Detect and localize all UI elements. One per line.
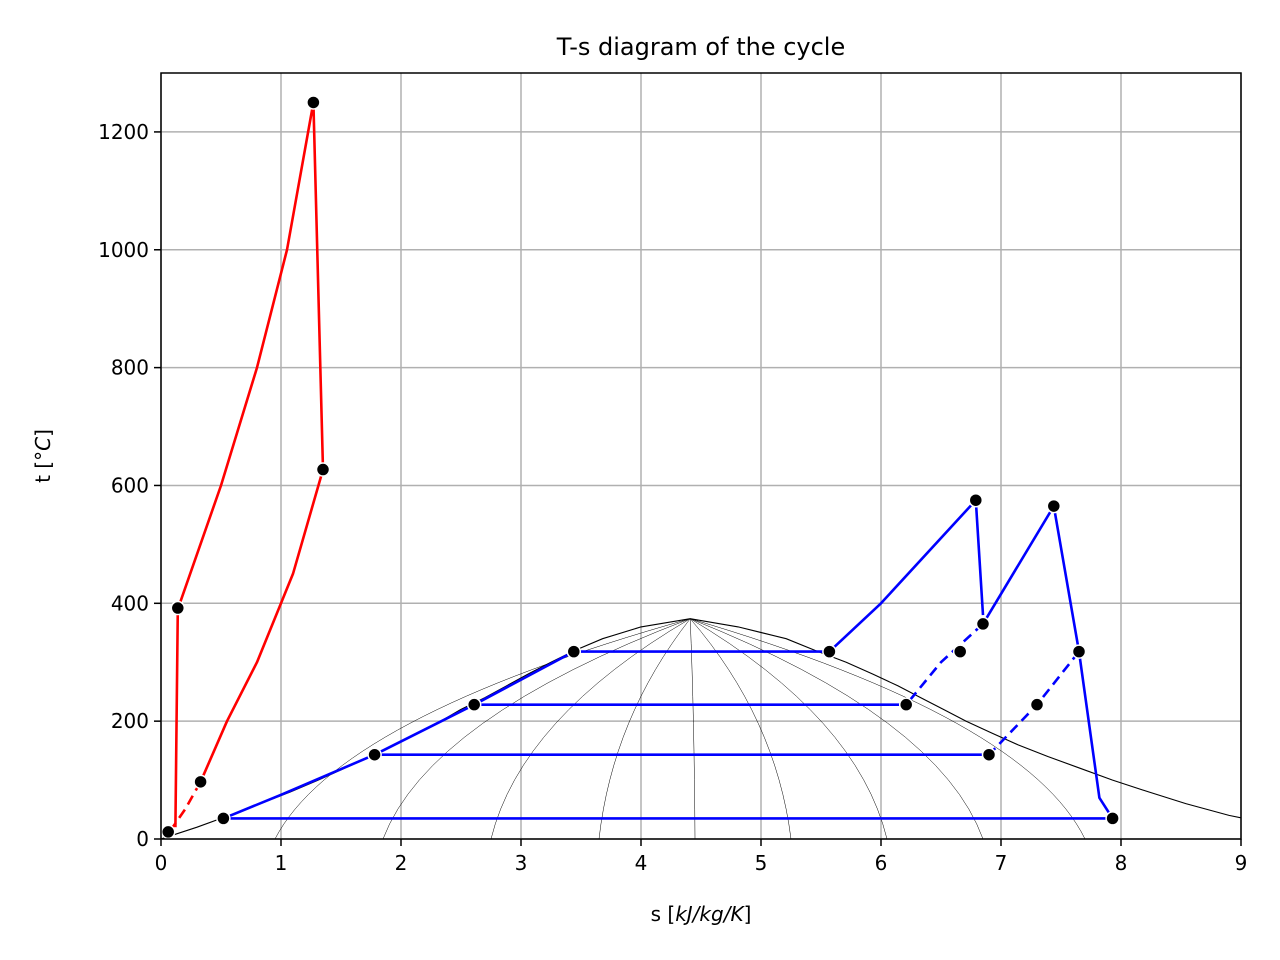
state-point: [193, 774, 208, 790]
x-tick-label: 4: [635, 851, 648, 875]
state-point: [1046, 498, 1062, 514]
plot-frame: [160, 72, 1242, 840]
state-point: [968, 492, 984, 508]
chart-title: T-s diagram of the cycle: [556, 33, 845, 61]
state-point-markers: [160, 95, 1120, 840]
state-point: [1071, 644, 1087, 659]
state-point: [306, 95, 321, 110]
x-tick-label: 2: [395, 851, 408, 875]
x-axis-label: s [kJ/kg/K]: [651, 902, 752, 926]
steam-cycle-line: [905, 622, 984, 706]
quality-line: [598, 618, 691, 839]
state-point: [898, 697, 914, 712]
y-axis-label: t [°C]: [31, 429, 55, 483]
y-tick-label: 400: [111, 591, 149, 615]
x-tick-label: 9: [1235, 851, 1248, 875]
state-point: [566, 644, 582, 659]
x-tick-label: 0: [155, 851, 168, 875]
topping-cycle-line: [169, 781, 202, 831]
state-point: [160, 824, 176, 840]
quality-line: [690, 618, 1086, 839]
x-tick-label: 3: [515, 851, 528, 875]
quality-line: [382, 618, 691, 839]
quality-line: [490, 618, 691, 839]
steam-cycle-line: [223, 504, 1114, 820]
state-point: [315, 462, 331, 477]
state-point: [981, 747, 997, 762]
quality-line: [690, 618, 792, 839]
y-tick-label: 800: [111, 356, 149, 380]
quality-line: [689, 618, 696, 839]
y-tick-label: 1000: [98, 238, 149, 262]
state-point: [466, 697, 482, 712]
state-point: [822, 644, 837, 659]
x-tick-label: 8: [1115, 851, 1128, 875]
x-tick-label: 5: [755, 851, 768, 875]
state-point: [216, 811, 231, 826]
x-tick-label: 6: [875, 851, 888, 875]
state-point: [1029, 697, 1045, 712]
state-point: [170, 600, 186, 616]
quality-line: [690, 618, 888, 839]
quality-lines: [274, 618, 1086, 839]
quality-line: [274, 618, 691, 839]
x-tick-label: 1: [275, 851, 288, 875]
state-point: [1105, 811, 1120, 826]
state-point: [367, 747, 382, 762]
x-axis-ticks: 0 1 2 3 4 5 6 7 8 9: [155, 839, 1248, 875]
state-point: [975, 616, 991, 632]
y-tick-label: 1200: [98, 120, 149, 144]
quality-line: [690, 618, 984, 839]
y-tick-label: 200: [111, 709, 149, 733]
x-tick-label: 7: [995, 851, 1008, 875]
y-axis-ticks: 0 200 400 600 800 1000 1200: [98, 120, 161, 851]
state-point: [952, 644, 968, 659]
y-tick-label: 600: [111, 473, 149, 497]
y-tick-label: 0: [136, 827, 149, 851]
